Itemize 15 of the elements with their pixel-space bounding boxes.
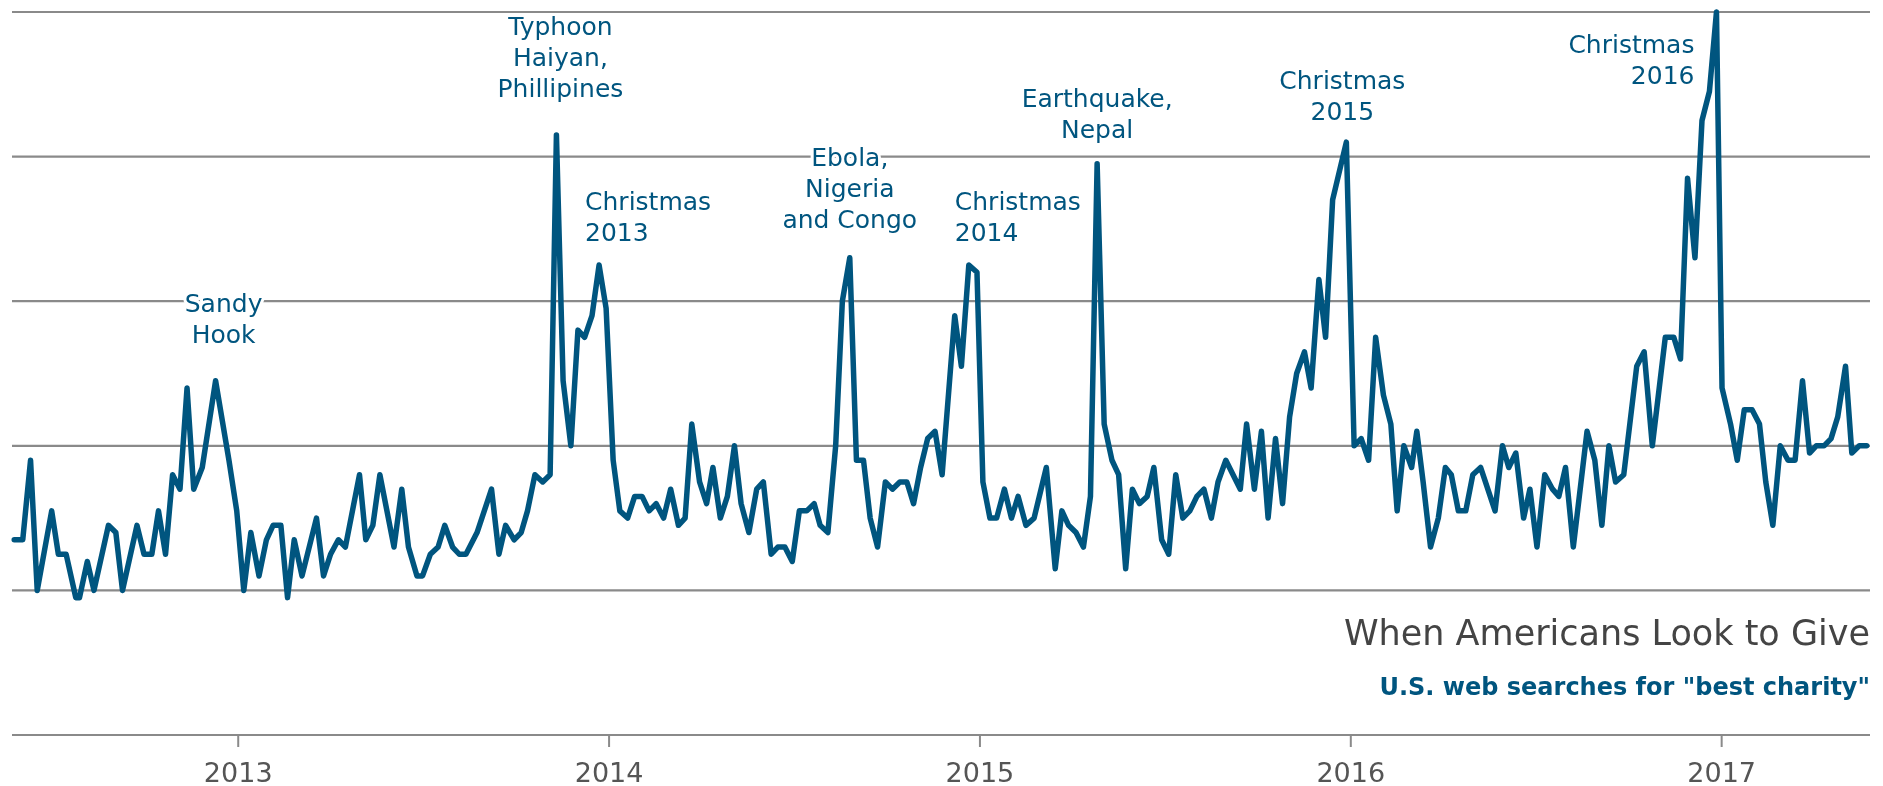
annotation: Christmas 2015: [1279, 66, 1406, 127]
annotation: Christmas 2014: [954, 187, 1081, 248]
annotation: Ebola, Nigeria and Congo: [782, 142, 918, 234]
x-tick-label: 2015: [945, 757, 1015, 786]
x-tick-label: 2014: [574, 757, 644, 786]
text: U.S. web searches for "best charity": [1379, 673, 1870, 701]
annotation: Earthquake, Nepal: [1021, 83, 1173, 144]
x-tick-label: 2017: [1687, 757, 1757, 786]
text: When Americans Look to Give: [1343, 613, 1870, 653]
x-tick-label: 2013: [203, 757, 273, 786]
annotation: Sandy Hook: [184, 288, 263, 349]
x-tick-label: 2016: [1316, 757, 1386, 786]
annotation: Christmas 2016: [1568, 30, 1695, 90]
annotation: Christmas 2013: [585, 187, 712, 248]
annotation: Typhoon Haiyan, Phillipines: [497, 11, 624, 103]
